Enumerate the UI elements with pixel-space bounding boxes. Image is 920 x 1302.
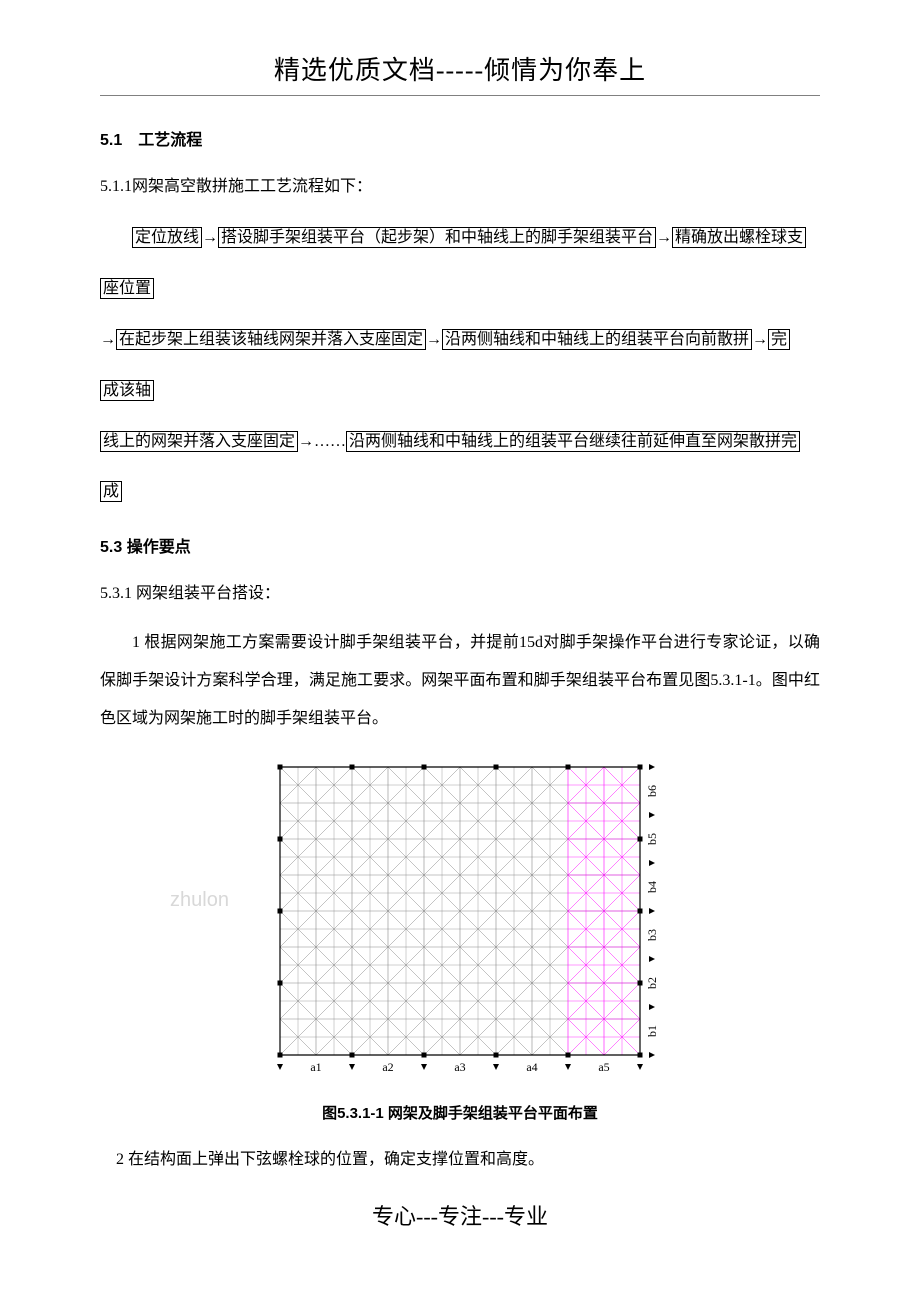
flow-line-3: 线上的网架并落入支座固定→……沿两侧轴线和中轴线上的组装平台继续往前延伸直至网架… [100,420,820,465]
flow-box-scaffold: 搭设脚手架组装平台（起步架）和中轴线上的脚手架组装平台 [218,227,656,248]
page-footer: 专心---专注---专业 [100,1199,820,1231]
flow-line-2b: 成该轴 [100,369,820,414]
grid-diagram: a1 a2 a3 a4 a5 b1 b2 b3 b4 b5 b6 [260,759,660,1083]
flow-box-bolt-b: 座位置 [100,278,154,299]
svg-text:b6: b6 [645,785,659,797]
svg-text:a4: a4 [526,1060,537,1074]
watermark-text: zhulon [170,889,229,912]
section-5-3-heading: 5.3 操作要点 [100,533,820,557]
flow-line-1: 定位放线→搭设脚手架组装平台（起步架）和中轴线上的脚手架组装平台→精确放出螺栓球… [100,216,820,261]
flow-line-2: →在起步架上组装该轴线网架并落入支座固定→沿两侧轴线和中轴线上的组装平台向前散拼… [100,318,820,363]
flow-box-forward: 沿两侧轴线和中轴线上的组装平台向前散拼 [442,329,752,350]
flow-line-3b: 成 [100,470,820,515]
flow-line-1b: 座位置 [100,267,820,312]
diagram-container: zhulon a1a2a3a4a5b1b2b3b4b5b6 [260,759,660,1088]
svg-text:b4: b4 [645,881,659,893]
svg-text:b2: b2 [645,977,659,989]
flow-box-bolt-a: 精确放出螺栓球支 [672,227,806,248]
flow-box-extend-a: 沿两侧轴线和中轴线上的组装平台继续往前延伸直至网架散拼完 [346,431,800,452]
para-5-1-1: 5.1.1网架高空散拼施工工艺流程如下： [100,168,820,206]
flow-box-complete-b: 成该轴 [100,380,154,401]
para-5-3-1-item2: 2 在结构面上弹出下弦螺栓球的位置，确定支撑位置和高度。 [100,1141,820,1179]
figure-caption: 图5.3.1-1 网架及脚手架组装平台平面布置 [100,1102,820,1123]
flow-box-extend-b: 成 [100,481,122,502]
svg-text:b3: b3 [645,929,659,941]
document-page: 精选优质文档-----倾情为你奉上 5.1 工艺流程 5.1.1网架高空散拼施工… [0,0,920,1261]
svg-text:a5: a5 [598,1060,609,1074]
page-header-title: 精选优质文档-----倾情为你奉上 [100,50,820,96]
flow-box-fix: 线上的网架并落入支座固定 [100,431,298,452]
figure-5-3-1-1: zhulon a1 a2 a3 a4 a5 b1 b2 b3 b4 b5 b6 [100,759,820,1088]
svg-text:b5: b5 [645,833,659,845]
flow-box-complete-a: 完 [768,329,790,350]
flow-box-assemble: 在起步架上组装该轴线网架并落入支座固定 [116,329,426,350]
para-5-3-1: 5.3.1 网架组装平台搭设： [100,575,820,613]
flow-dots: …… [314,433,346,450]
section-5-1-heading: 5.1 工艺流程 [100,126,820,150]
para-5-3-1-body: 1 根据网架施工方案需要设计脚手架组装平台，并提前15d对脚手架操作平台进行专家… [100,624,820,739]
flow-box-locate: 定位放线 [132,227,202,248]
svg-text:a2: a2 [382,1060,393,1074]
svg-text:a3: a3 [454,1060,465,1074]
svg-text:a1: a1 [310,1060,321,1074]
svg-text:b1: b1 [645,1025,659,1037]
